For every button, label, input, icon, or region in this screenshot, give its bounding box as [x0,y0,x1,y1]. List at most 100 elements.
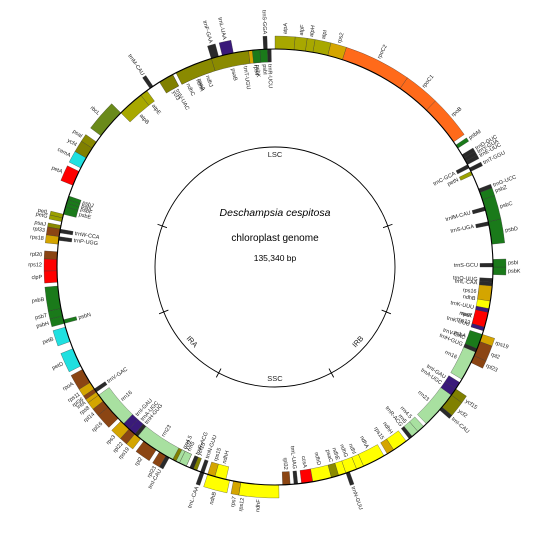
gene-label-rpl2: rpl2 [134,456,144,467]
gene-label-rrn5: rrn5 [187,441,197,452]
gene-label-rpl2: rpl2 [490,352,501,361]
gene-label-psaa: psaA [196,78,206,92]
gene-label-ycf15: ycf15 [197,442,207,456]
gene-label-psbi: psbI [508,260,519,266]
gene-label-psbb: psbB [31,297,45,305]
gene-label-atpe: atpE [150,103,162,116]
gene-label-psbd: psbD [505,226,519,234]
gene-block-trnn-guu [200,459,209,474]
gene-block-psbk [252,49,261,64]
gene-label-psac: psaC [324,449,333,463]
gene-label-rbcl: rbcL [89,105,101,117]
gene-label-ndhc: ndhC [184,83,195,97]
gene-label-petl: petL [37,208,49,216]
gene-label-psbj: psbJ [81,200,94,209]
gene-label-ndhh: ndhH [222,450,231,464]
gene-label-rpoc1: rpoC1 [421,74,435,89]
gene-label-atpa: atpA [283,22,290,34]
gene-label-rpl32: rpl32 [282,457,289,470]
gene-label-trnn-guu: trnN-GUU [350,486,364,511]
gene-label-trnl-uaa: trnL-UAA [216,17,227,41]
gene-label-trnt-ugu: trnT-UGU [242,66,251,90]
gene-label-rps12: rps12 [28,262,42,268]
gene-label-rpoc2: rpoC2 [377,44,389,60]
gene-label-trns-gga: trnS-GGA [260,10,267,35]
genome-backbone [56,48,494,486]
gene-label-psbk: psbK [254,65,261,78]
gene-label-psbi: psbI [261,64,268,75]
gene-label-rps8: rps8 [79,405,91,416]
gene-label-ycf15: ycf15 [464,399,478,411]
gene-label-trnq-uug: trnQ-UUG [453,275,478,282]
gene-label-ndhg: ndhG [338,444,348,459]
boundary-tick [215,368,222,378]
gene-label-ndhe: ndhE [330,447,340,461]
gene-block-trnc-gca [455,164,470,175]
gene-label-infa: infA [76,400,87,411]
gene-label-cema: cemA [56,147,72,159]
gene-block-atpf [293,36,308,52]
gene-block-trns-uga [475,221,490,229]
gene-block-rps16 [477,284,493,302]
gene-label-trns-uga: trnS-UGA [450,224,475,235]
gene-label-psba: psbA [453,330,467,340]
gene-block-trnn-guu [345,471,355,486]
gene-label-rrn23: rrn23 [161,424,173,438]
gene-label-rps4: rps4 [252,65,259,76]
gene-block-rpl20 [43,250,58,260]
gene-label-petn: petN [447,177,460,187]
gene-block-clpp [43,270,58,284]
gene-label-rpl23: rpl23 [147,465,158,479]
gene-block-atpa [274,35,296,50]
gene-label-trnp-ugg: trnP-UGG [73,238,98,247]
gene-label-ndhb: ndhB [209,491,218,505]
gene-label-rpob: rpoB [451,106,464,118]
gene-label-rps7: rps7 [230,496,238,508]
gene-label-psbf: psbF [79,207,93,216]
gene-block-trnm-cau [142,75,154,89]
gene-label-trnm-cau: trnM-CAU [126,53,145,77]
gene-block-rpl32 [281,471,291,486]
gene-label-rrn23: rrn23 [416,390,430,403]
boundary-tick [381,309,392,315]
gene-label-psbc: psbC [499,201,513,210]
genome-subtitle: chloroplast genome [231,233,319,244]
gene-label-ndhf: ndhF [255,499,262,513]
gene-label-psbe: psbE [78,212,92,221]
gene-block-psbi [492,258,507,268]
gene-label-psbn: psbN [78,312,92,321]
gene-label-ycf2: ycf2 [456,408,468,419]
gene-label-rps3: rps3 [105,434,117,446]
gene-label-psab: psaB [229,68,238,82]
gene-label-rpl33: rpl33 [32,226,45,234]
gene-block-psbd [488,218,505,245]
gene-label-psbz: psbZ [494,185,508,195]
gene-label-psbk: psbK [508,269,521,275]
gene-label-trnl-caa: trnL-CAA [455,279,478,287]
gene-label-trnl-uag: trnL-UAG [289,446,297,470]
gene-block-trnw-cca [59,228,74,236]
gene-label-rrn5: rrn5 [397,413,408,424]
gene-block-trnr-ucu [267,48,272,63]
gene-label-ndhj: ndhJ [204,75,214,88]
gene-label-rpl36: rpl36 [71,397,84,409]
gene-label-ccsa: ccsA [300,456,308,469]
gene-label-rps19: rps19 [494,340,509,350]
gene-label-rps15: rps15 [372,426,384,441]
gene-block-rps12 [43,258,58,272]
gene-block-psbi [259,48,269,63]
gene-block-trnq-uug [479,277,493,283]
gene-block-trnfm-cau [471,206,486,215]
gene-label-rpl16: rpl16 [91,421,104,434]
gene-label-psbh: psbH [36,321,50,330]
region-label-irb: IRB [350,334,365,349]
gene-label-rpl20: rpl20 [30,252,43,259]
gene-block-rpoc2 [342,47,408,89]
boundary-tick [328,368,335,378]
gene-label-petb: petB [42,336,55,345]
gene-label-matk: matK [459,311,473,320]
boundary-tick [158,309,169,315]
gene-label-rrn16: rrn16 [444,350,458,361]
region-label-ssc: SSC [267,374,283,383]
